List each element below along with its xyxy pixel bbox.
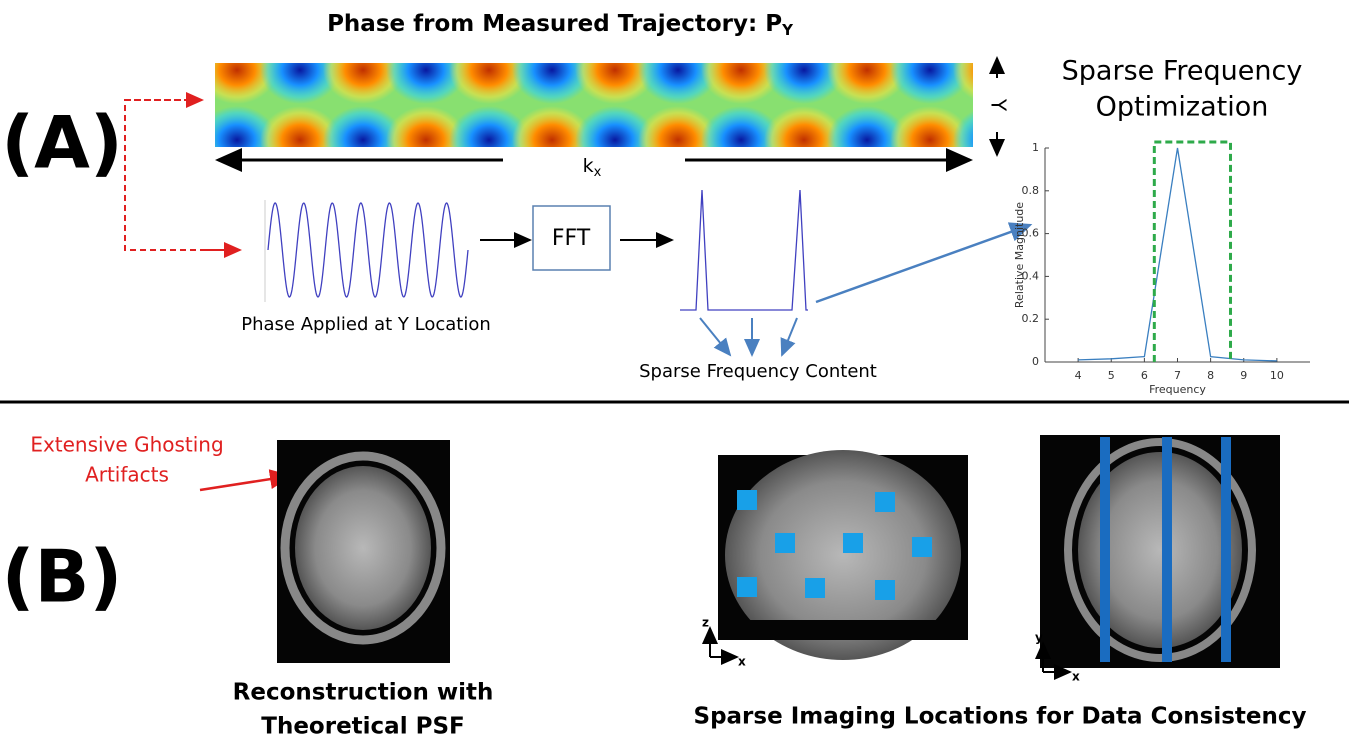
x-tick-label: 4 xyxy=(1075,369,1082,382)
fft-label: FFT xyxy=(552,226,591,251)
axis-label: x xyxy=(738,655,746,669)
blob xyxy=(1016,106,1096,174)
axis-label: z xyxy=(702,616,709,630)
x-tick-label: 10 xyxy=(1270,369,1284,382)
arrow xyxy=(816,225,1030,302)
x-tick-label: 7 xyxy=(1174,369,1181,382)
plot-title: Sparse Frequency xyxy=(1062,56,1303,87)
x-tick-label: 9 xyxy=(1240,369,1247,382)
panel-label: (A) xyxy=(1,101,123,185)
x-tick-label: 8 xyxy=(1207,369,1214,382)
x-tick-label: 6 xyxy=(1141,369,1148,382)
panel-label: (B) xyxy=(2,535,123,619)
arrow xyxy=(782,318,797,355)
title: Phase from Measured Trajectory: PY xyxy=(327,11,794,39)
blob xyxy=(953,36,1033,104)
y-tick-label: 0.8 xyxy=(1022,184,1040,197)
axis-label: y xyxy=(1035,631,1043,645)
y-tick-label: 0.2 xyxy=(1022,312,1040,325)
window xyxy=(1154,142,1230,362)
mask xyxy=(718,620,968,640)
y-axis-label: Relative Magnitude xyxy=(1013,202,1026,308)
arrow xyxy=(200,476,290,490)
caption: Sparse Imaging Locations for Data Consis… xyxy=(694,704,1307,730)
kx-label: kx xyxy=(583,155,602,180)
caption: Sparse Frequency Content xyxy=(639,361,877,382)
figure: Phase from Measured Trajectory: PY (A) Y… xyxy=(0,0,1349,739)
phase-sine xyxy=(268,203,468,297)
blob xyxy=(953,106,1033,174)
y-tick-label: 1 xyxy=(1032,141,1039,154)
annotation: Artifacts xyxy=(85,463,169,487)
x-tick-label: 5 xyxy=(1108,369,1115,382)
axis-label: x xyxy=(1072,670,1080,684)
caption: Phase Applied at Y Location xyxy=(241,314,491,335)
caption: Theoretical PSF xyxy=(261,714,464,740)
arrow xyxy=(700,318,730,355)
annotation: Extensive Ghosting xyxy=(30,433,223,457)
spectrum xyxy=(680,190,808,310)
y-axis-label: Y xyxy=(987,98,1011,112)
y-tick-label: 0 xyxy=(1032,355,1039,368)
brain xyxy=(295,466,431,630)
plot-title: Optimization xyxy=(1096,92,1269,123)
line-series xyxy=(1078,148,1277,361)
x-axis-label: Frequency xyxy=(1149,383,1206,396)
caption: Reconstruction with xyxy=(233,680,494,706)
